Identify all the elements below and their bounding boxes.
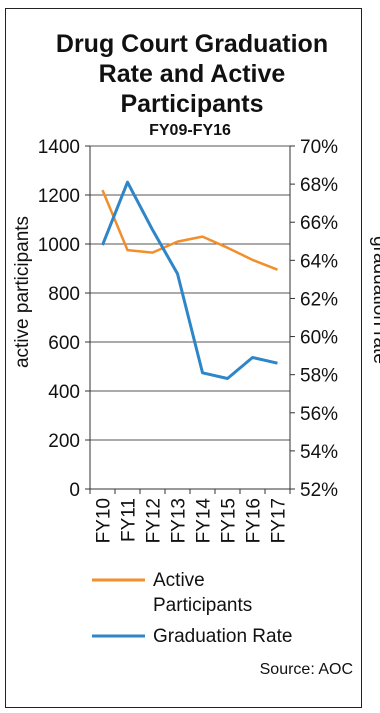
x-tick-label: FY11 (119, 498, 140, 542)
legend-label: Participants (153, 595, 252, 616)
chart-title-line-1: Drug Court Graduation (56, 30, 328, 58)
series-lines (101, 180, 278, 380)
chart-frame (5, 8, 362, 708)
right-tick-label: 60% (300, 328, 338, 349)
series-line-graduation-rate (101, 180, 278, 380)
left-tick-label: 1000 (38, 235, 80, 256)
left-tick-label: 1400 (38, 137, 80, 158)
x-tick-label: FY17 (269, 498, 290, 543)
x-tick-label: FY12 (144, 498, 165, 543)
left-tick-label: 200 (48, 431, 80, 452)
gridlines (90, 145, 290, 441)
axes (85, 145, 295, 494)
left-tick-label: 1200 (38, 186, 80, 207)
chart-subtitle: FY09-FY16 (149, 122, 231, 139)
series-line-active-participants (101, 189, 278, 271)
legend-label: Active (153, 570, 205, 591)
x-tick-label: FY14 (194, 498, 215, 544)
right-tick-labels: 52% 54% 56% 58% 60% 62% 64% 66% 68% 70% (300, 137, 338, 501)
right-tick-label: 54% (300, 442, 338, 463)
x-tick-labels: FY10 FY11 FY12 FY13 FY14 FY15 FY16 FY17 (94, 498, 290, 544)
legend-label: Graduation Rate (153, 626, 292, 647)
right-tick-label: 52% (300, 480, 338, 501)
right-tick-label: 64% (300, 251, 338, 272)
right-tick-label: 58% (300, 366, 338, 387)
left-tick-label: 600 (48, 333, 80, 354)
left-tick-label: 800 (48, 284, 80, 305)
y-axis-right-label: graduation rate (369, 236, 380, 364)
left-tick-label: 400 (48, 382, 80, 403)
right-tick-label: 56% (300, 404, 338, 425)
left-tick-label: 0 (69, 480, 80, 501)
y-axis-left-label: active participants (12, 216, 33, 368)
right-tick-label: 66% (300, 213, 338, 234)
legend: Active Participants Graduation Rate (92, 570, 292, 647)
source-note: Source: AOC (260, 661, 353, 678)
left-tick-labels: 0 200 400 600 800 1000 1200 1400 (38, 137, 80, 501)
right-tick-label: 62% (300, 289, 338, 310)
chart-title-line-2: Rate and Active (99, 60, 286, 88)
x-tick-label: FY13 (169, 498, 190, 543)
x-tick-label: FY10 (94, 498, 115, 543)
x-tick-label: FY16 (244, 498, 265, 543)
chart-title-line-3: Participants (120, 90, 263, 118)
right-tick-label: 70% (300, 137, 338, 158)
x-tick-label: FY15 (219, 498, 240, 543)
right-tick-label: 68% (300, 175, 338, 196)
